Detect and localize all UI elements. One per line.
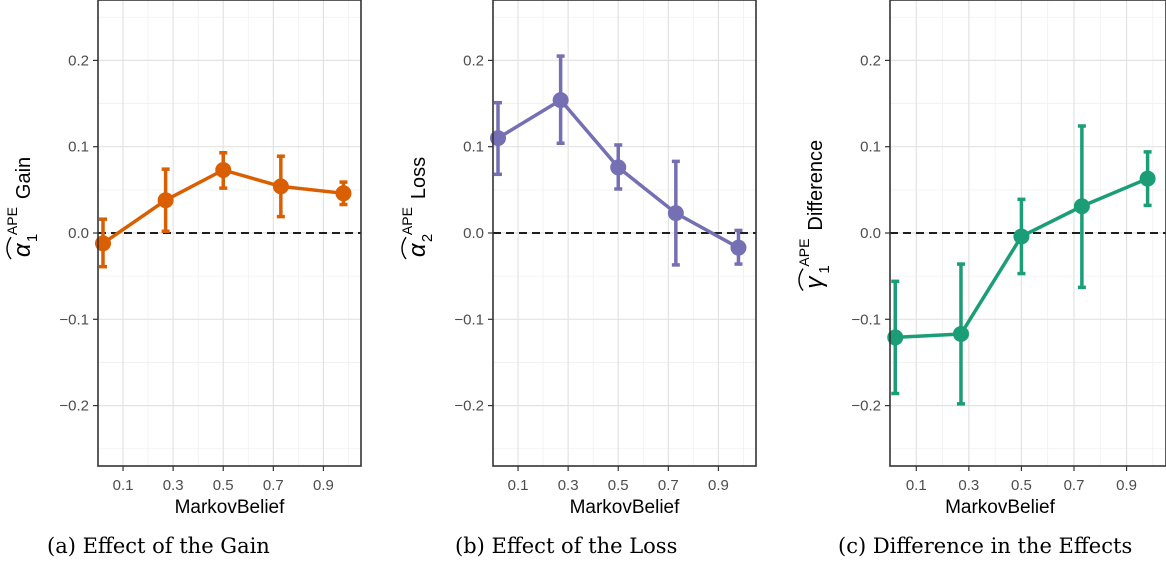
data-point: [1013, 228, 1030, 245]
x-axis-title: MarkovBelief: [570, 497, 681, 518]
y-label-word: Gain: [13, 157, 35, 199]
x-tick-label: 0.9: [313, 477, 334, 494]
y-axis-title: α2 APE Loss: [399, 157, 436, 260]
major-gridlines: [98, 0, 361, 466]
data-point: [215, 162, 232, 179]
hat-accent: [6, 236, 12, 260]
data-point: [490, 130, 507, 147]
y-tick-label: −0.1: [59, 311, 89, 328]
data-point: [952, 325, 969, 342]
y-tick-label: 0.1: [860, 139, 881, 156]
y-label-superscript: APE: [399, 207, 415, 235]
y-label-symbol: γ: [801, 275, 828, 289]
panel-caption: (c) Difference in the Effects: [838, 534, 1132, 558]
y-tick-label: 0.0: [68, 225, 89, 242]
y-label-symbol: α: [404, 242, 431, 257]
data-point: [667, 205, 684, 222]
y-tick-label: 0.1: [463, 139, 484, 156]
panel-caption: (b) Effect of the Loss: [455, 534, 677, 558]
x-tick-label: 0.1: [906, 477, 927, 494]
y-label-word: Difference: [805, 140, 827, 231]
panel-3: 0.2 0.1 0.0 −0.1 −0.2 0.1 0.3 0.5 0.7 0.9 MarkovBe…: [796, 0, 1166, 558]
x-tick-label: 0.1: [508, 477, 529, 494]
data-point: [335, 185, 352, 202]
y-tick-label: 0.2: [68, 52, 89, 69]
x-tick-label: 0.5: [213, 477, 234, 494]
panel-2: 0.2 0.1 0.0 −0.1 −0.2 0.1 0.3 0.5 0.7 0.9 MarkovBe…: [399, 0, 757, 558]
data-point: [272, 178, 289, 195]
y-tick-label: 0.1: [68, 139, 89, 156]
data-point: [95, 235, 112, 252]
hat-accent: [798, 268, 804, 292]
x-tick-label: 0.5: [1011, 477, 1032, 494]
x-tick-label: 0.9: [1116, 477, 1137, 494]
y-axis-title: γ 1 APE Difference: [796, 140, 833, 292]
y-label-superscript: APE: [796, 239, 812, 267]
x-tick-label: 0.7: [263, 477, 284, 494]
x-axis-title: MarkovBelief: [945, 497, 1056, 518]
y-label-subscript: 1: [816, 265, 833, 273]
data-point: [552, 92, 569, 109]
y-tick-label: −0.2: [851, 398, 881, 415]
x-tick-label: 0.9: [708, 477, 729, 494]
y-label-superscript: APE: [4, 207, 20, 235]
x-tick-label: 0.7: [658, 477, 679, 494]
y-tick-label: 0.2: [463, 52, 484, 69]
x-tick-label: 0.3: [558, 477, 579, 494]
data-point: [157, 192, 174, 209]
data-point: [1139, 170, 1156, 187]
panel-caption: (a) Effect of the Gain: [47, 534, 270, 558]
data-point: [610, 159, 627, 176]
y-tick-label: −0.2: [59, 398, 89, 415]
x-axis-title: MarkovBelief: [175, 497, 286, 518]
x-tick-label: 0.7: [1064, 477, 1085, 494]
panel-1: 0.2 0.1 0.0 −0.1 −0.2 0.1 0.3 0.5 0.7 0.9 MarkovBe…: [4, 0, 362, 558]
y-tick-label: −0.2: [454, 398, 484, 415]
y-label-subscript: 2: [419, 234, 436, 242]
hat-accent: [401, 236, 407, 260]
x-tick-label: 0.3: [163, 477, 184, 494]
data-point: [887, 329, 904, 346]
data-point: [730, 239, 747, 256]
y-label-subscript: 1: [24, 234, 41, 242]
y-tick-label: 0.2: [860, 52, 881, 69]
y-tick-label: −0.1: [454, 311, 484, 328]
y-label-word: Loss: [408, 157, 430, 199]
x-tick-label: 0.1: [113, 477, 134, 494]
data-point: [1073, 198, 1090, 215]
x-tick-label: 0.3: [958, 477, 979, 494]
y-axis-title: α1 APE Gain: [4, 157, 41, 260]
x-tick-label: 0.5: [608, 477, 629, 494]
y-tick-label: 0.0: [860, 225, 881, 242]
y-label-symbol: α: [9, 242, 36, 257]
y-tick-label: −0.1: [851, 311, 881, 328]
y-tick-label: 0.0: [463, 225, 484, 242]
